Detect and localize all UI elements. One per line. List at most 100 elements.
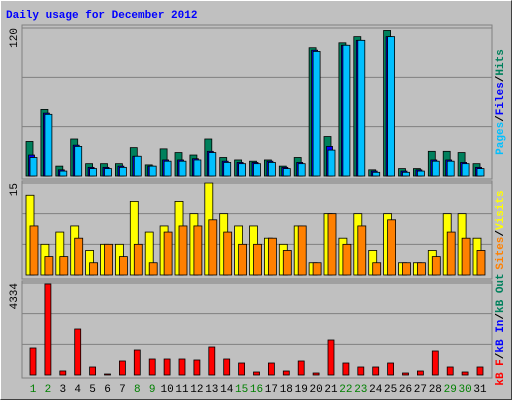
legend-item: kB Out [495, 273, 507, 313]
bar [416, 370, 424, 376]
bar [387, 362, 395, 376]
x-tick-label: 31 [473, 384, 487, 396]
bar [74, 145, 83, 177]
bar [312, 51, 321, 177]
x-tick-label: 30 [458, 384, 471, 396]
bar [431, 350, 439, 376]
bar [238, 243, 248, 276]
bar [446, 160, 455, 177]
x-tick-label: 12 [190, 384, 203, 396]
legend-item: kB In [495, 320, 507, 353]
bar [327, 339, 335, 376]
bar [402, 372, 409, 376]
x-tick-label: 11 [175, 384, 189, 396]
x-tick-label: 25 [384, 384, 397, 396]
bar [223, 231, 233, 276]
x-tick-label: 28 [429, 384, 442, 396]
bar [193, 159, 202, 177]
bar [208, 219, 218, 276]
bar [119, 166, 127, 177]
legend-item: Sites [495, 237, 507, 270]
bar [133, 155, 142, 177]
x-tick-label: 26 [399, 384, 412, 396]
bar [461, 371, 469, 376]
bar [238, 362, 246, 376]
x-tick-label: 19 [295, 384, 308, 396]
bar [282, 250, 292, 276]
chart-title: Daily usage for December 2012 [6, 10, 197, 22]
bar [89, 366, 96, 376]
legend-item: kB F [495, 359, 507, 385]
bar [253, 371, 260, 376]
bar [461, 237, 471, 276]
bar [446, 231, 456, 276]
y-tick-label: 15 [9, 183, 21, 196]
legend-item: Files [495, 82, 507, 115]
bar [193, 225, 203, 276]
x-tick-label: 27 [414, 384, 427, 396]
bar [208, 152, 217, 177]
bar [476, 168, 485, 177]
plot-area [21, 280, 493, 379]
bar [193, 359, 201, 376]
bar [44, 113, 53, 177]
bar [59, 256, 69, 276]
bar [133, 243, 143, 276]
bar [178, 225, 188, 276]
bar [148, 262, 158, 276]
bar [267, 237, 277, 276]
x-tick-label: 8 [134, 384, 141, 396]
bar [44, 256, 54, 276]
x-tick-label: 9 [149, 384, 156, 396]
bar [342, 44, 351, 177]
x-tick-label: 22 [339, 384, 352, 396]
bar [253, 243, 262, 276]
legend-item: Pages [495, 122, 507, 155]
bar [342, 243, 352, 276]
bar [59, 370, 67, 376]
y-tick-label: 120 [9, 28, 21, 48]
bar [178, 160, 187, 177]
bar [29, 347, 37, 376]
bar [253, 163, 261, 177]
bar [327, 149, 336, 177]
x-tick-label: 2 [45, 384, 52, 396]
bar [148, 358, 156, 376]
bar [163, 160, 172, 177]
x-tick-label: 7 [119, 384, 126, 396]
bar [59, 170, 68, 177]
legend-separator: / [495, 115, 507, 122]
bar [74, 237, 84, 276]
x-tick-label: 24 [369, 384, 383, 396]
bar [89, 262, 98, 276]
x-tick-label: 15 [235, 384, 248, 396]
x-tick-label: 16 [250, 384, 263, 396]
bar [416, 262, 426, 276]
x-tick-label: 6 [104, 384, 111, 396]
x-tick-label: 23 [354, 384, 367, 396]
bar [431, 160, 440, 177]
bar [267, 162, 276, 177]
bar [44, 283, 52, 376]
bar [208, 346, 216, 376]
bar [119, 360, 126, 376]
bar [357, 39, 366, 177]
bar [282, 168, 291, 177]
bar [238, 163, 247, 177]
bar [431, 256, 441, 276]
bar [104, 243, 113, 276]
bar [357, 225, 367, 276]
legend-separator: / [495, 352, 507, 359]
bar [327, 213, 337, 276]
bar [104, 168, 112, 177]
bar [357, 366, 365, 376]
legend-separator: / [495, 75, 507, 82]
bar [89, 168, 97, 177]
legend-item: Visits [495, 190, 507, 230]
bar [29, 157, 38, 177]
bar [372, 171, 381, 177]
legend-item: Hits [495, 49, 507, 75]
bar [74, 328, 82, 376]
bar [446, 366, 454, 376]
bar [297, 163, 306, 177]
